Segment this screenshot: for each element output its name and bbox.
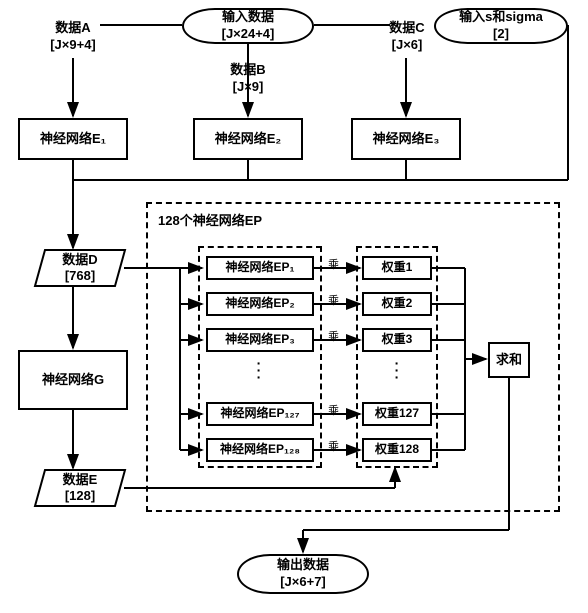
encoder-e1-label: 神经网络E₁ <box>40 131 106 148</box>
weight-127-label: 权重127 <box>375 406 419 422</box>
data-c-label: 数据C [J×6] <box>384 20 430 54</box>
weight-2-label: 权重2 <box>382 296 413 312</box>
data-a-title: 数据A <box>55 20 90 37</box>
mult-2: 乘 <box>328 292 339 308</box>
input-title: 输入数据 <box>222 9 274 26</box>
net-g-label: 神经网络G <box>42 372 104 389</box>
ep-3-label: 神经网络EP₃ <box>225 332 295 348</box>
data-b-label: 数据B [J×9] <box>218 62 278 96</box>
sum-label: 求和 <box>496 352 522 369</box>
sigma-dim: [2] <box>493 26 509 43</box>
weight-3-label: 权重3 <box>382 332 413 348</box>
output-dim: [J×6+7] <box>280 574 326 591</box>
weight-1: 权重1 <box>362 256 432 280</box>
weight-128-label: 权重128 <box>375 442 419 458</box>
encoder-e2-label: 神经网络E₂ <box>215 131 281 148</box>
output-oval: 输出数据 [J×6+7] <box>237 554 369 594</box>
ep-127: 神经网络EP₁₂₇ <box>206 402 314 426</box>
data-a-dim: [J×9+4] <box>50 37 96 54</box>
ep-1-label: 神经网络EP₁ <box>226 260 295 276</box>
sigma-title: 输入s和sigma <box>459 9 543 26</box>
data-d-dim: [768] <box>65 268 95 283</box>
data-b-dim: [J×9] <box>233 79 264 96</box>
weight-127: 权重127 <box>362 402 432 426</box>
encoder-e1: 神经网络E₁ <box>18 118 128 160</box>
ep-2: 神经网络EP₂ <box>206 292 314 316</box>
data-e-dim: [128] <box>65 488 95 503</box>
weight-dots: ··· <box>392 360 402 381</box>
data-d-title: 数据D <box>62 252 97 267</box>
ep-128: 神经网络EP₁₂₈ <box>206 438 314 462</box>
ep-1: 神经网络EP₁ <box>206 256 314 280</box>
sigma-oval: 输入s和sigma [2] <box>434 8 568 44</box>
encoder-e3-label: 神经网络E₃ <box>373 131 440 148</box>
input-oval: 输入数据 [J×24+4] <box>182 8 314 44</box>
ep-2-label: 神经网络EP₂ <box>225 296 294 312</box>
data-e-title: 数据E <box>63 472 98 487</box>
data-a-label: 数据A [J×9+4] <box>46 20 100 54</box>
ep-128-label: 神经网络EP₁₂₈ <box>220 442 300 458</box>
encoder-e2: 神经网络E₂ <box>193 118 303 160</box>
weight-128: 权重128 <box>362 438 432 462</box>
data-b-title: 数据B <box>230 62 265 79</box>
data-d-label: 数据D [768] <box>50 252 110 283</box>
output-title: 输出数据 <box>277 557 329 574</box>
mult-1: 乘 <box>328 256 339 272</box>
data-e-label: 数据E [128] <box>50 472 110 503</box>
data-c-dim: [J×6] <box>392 37 423 54</box>
data-c-title: 数据C <box>389 20 424 37</box>
ep-3: 神经网络EP₃ <box>206 328 314 352</box>
mult-3: 乘 <box>328 328 339 344</box>
mult-127: 乘 <box>328 402 339 418</box>
sum-box: 求和 <box>488 342 530 378</box>
ep-group-label: 128个神经网络EP <box>158 210 262 229</box>
weight-3: 权重3 <box>362 328 432 352</box>
input-dim: [J×24+4] <box>222 26 275 43</box>
ep-127-label: 神经网络EP₁₂₇ <box>220 406 299 422</box>
weight-2: 权重2 <box>362 292 432 316</box>
encoder-e3: 神经网络E₃ <box>351 118 461 160</box>
weight-1-label: 权重1 <box>382 260 413 276</box>
ep-dots: ··· <box>254 360 264 381</box>
net-g: 神经网络G <box>18 350 128 410</box>
mult-128: 乘 <box>328 438 339 454</box>
